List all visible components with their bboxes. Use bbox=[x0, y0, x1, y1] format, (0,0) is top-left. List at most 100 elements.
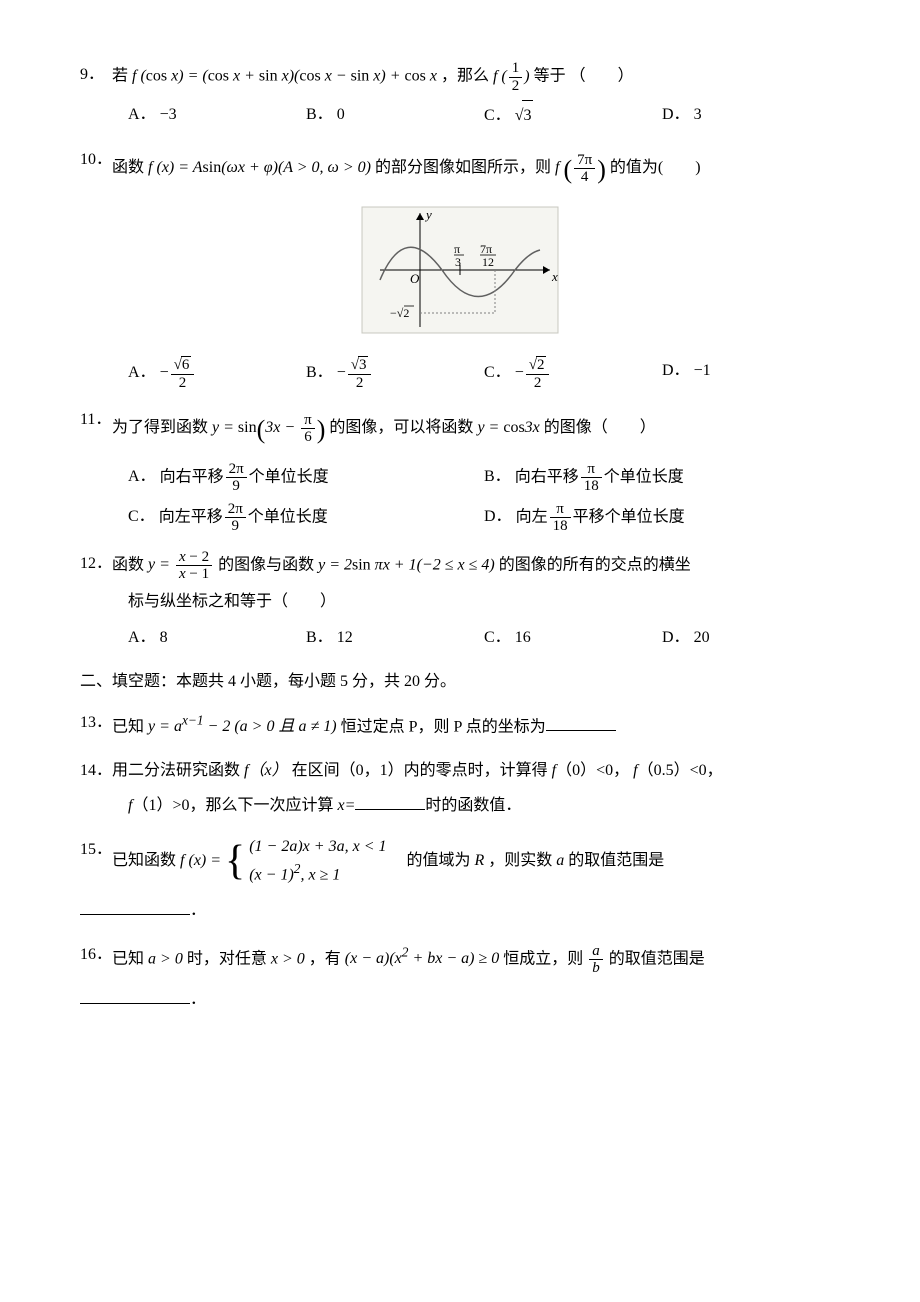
q9-options: A．−3 B．0 C．3 D．3 bbox=[128, 100, 840, 131]
q9-d-val: 3 bbox=[694, 106, 702, 123]
q11-opt-c: C．向左平移2π9个单位长度 bbox=[128, 501, 484, 535]
q10-b-den: 2 bbox=[348, 375, 372, 392]
q16-a-gt-0: a > 0 bbox=[148, 950, 183, 967]
q11-options: A．向右平移2π9个单位长度 B．向右平移π18个单位长度 C．向左平移2π9个… bbox=[128, 455, 840, 535]
opt-label: D． bbox=[484, 508, 512, 525]
opt-label: B． bbox=[484, 468, 511, 485]
q10-opt-b: B．−32 bbox=[306, 356, 484, 391]
q11-formula-1: y = sin(3x − π6) bbox=[212, 419, 325, 436]
opt-label: C． bbox=[484, 364, 511, 381]
q11-opt-b: B．向右平移π18个单位长度 bbox=[484, 461, 840, 495]
q10-opt-c: C．−22 bbox=[484, 356, 662, 391]
q10-opt-a: A．−62 bbox=[128, 356, 306, 391]
sine-graph-icon: O x y π 3 7π 12 −√2 bbox=[360, 205, 560, 335]
q9-text-1: 若 bbox=[112, 68, 132, 85]
q12-stem: 12． 函数 y = x − 2x − 1 的图像与函数 y = 2sin πx… bbox=[80, 549, 840, 583]
q10-c-rad: 2 bbox=[536, 356, 547, 374]
q9-a-val: −3 bbox=[160, 106, 177, 123]
q10-opt-d: D．−1 bbox=[662, 356, 840, 391]
q9-c-sqrt: 3 bbox=[515, 100, 534, 131]
svg-text:12: 12 bbox=[482, 255, 494, 269]
question-14: 14． 用二分法研究函数 f（x） 在区间（0，1）内的零点时，计算得 f（0）… bbox=[80, 756, 840, 821]
q12-line2: 标与纵坐标之和等于（ ） bbox=[128, 587, 840, 617]
opt-label: D． bbox=[662, 362, 690, 379]
q9-text-2: ，那么 bbox=[441, 68, 493, 85]
q10-c-den: 2 bbox=[526, 375, 550, 392]
q11-d-post: 平移个单位长度 bbox=[573, 508, 685, 525]
q16-stem: 16． 已知 a > 0 时，对任意 x > 0 ，有 (x − a)(x2 +… bbox=[80, 940, 840, 977]
q12-a-val: 8 bbox=[160, 629, 168, 646]
opt-label: B． bbox=[306, 629, 333, 646]
q12-c-val: 16 bbox=[515, 629, 531, 646]
opt-label: A． bbox=[128, 468, 156, 485]
q11-opt-a: A．向右平移2π9个单位长度 bbox=[128, 461, 484, 495]
opt-label-b: B． bbox=[306, 106, 333, 123]
q14-line2: f（1）>0，那么下一次应计算 x=时的函数值． bbox=[128, 791, 840, 821]
q9-c-rad: 3 bbox=[522, 100, 533, 131]
brace-icon: { bbox=[225, 840, 245, 882]
q9-opt-d: D．3 bbox=[662, 100, 840, 131]
opt-label-d: D． bbox=[662, 106, 690, 123]
q15-blank-line: ． bbox=[80, 896, 840, 926]
q13-formula: y = ax−1 − 2 (a > 0 且 a ≠ 1) bbox=[148, 718, 337, 735]
q10-text-2: 的部分图像如图所示，则 bbox=[375, 159, 555, 176]
q14-stem: 14． 用二分法研究函数 f（x） 在区间（0，1）内的零点时，计算得 f（0）… bbox=[80, 756, 840, 786]
q13-text-1: 已知 bbox=[112, 718, 148, 735]
q12-opt-b: B．12 bbox=[306, 623, 484, 653]
q12-body: 函数 y = x − 2x − 1 的图像与函数 y = 2sin πx + 1… bbox=[112, 549, 840, 583]
q10-body: 函数 f (x) = Asin(ωx + φ)(A > 0, ω > 0) 的部… bbox=[112, 145, 840, 194]
q9-opt-b: B．0 bbox=[306, 100, 484, 131]
q12-opt-d: D．20 bbox=[662, 623, 840, 653]
q15-text-3: ，则实数 bbox=[488, 852, 556, 869]
q15-case-2: (x − 1)2, x ≥ 1 bbox=[249, 859, 386, 887]
q11-d-den: 18 bbox=[550, 518, 571, 535]
q14-fx-1: f（x） bbox=[244, 762, 288, 779]
q11-d-num: π bbox=[550, 501, 571, 519]
question-13: 13． 已知 y = ax−1 − 2 (a > 0 且 a ≠ 1) 恒过定点… bbox=[80, 708, 840, 743]
q15-text-1: 已知函数 bbox=[112, 852, 180, 869]
q14-blank bbox=[355, 793, 425, 810]
q13-body: 已知 y = ax−1 − 2 (a > 0 且 a ≠ 1) 恒过定点 P，则… bbox=[112, 708, 840, 743]
opt-label: C． bbox=[484, 629, 511, 646]
q16-text-5: 的取值范围是 bbox=[609, 950, 705, 967]
q11-c-num: 2π bbox=[225, 501, 246, 519]
q13-blank bbox=[546, 714, 616, 731]
q16-ineq: (x − a)(x2 + bx − a) ≥ 0 bbox=[345, 950, 499, 967]
q11-d-pre: 向左 bbox=[516, 508, 548, 525]
q12-text-1: 函数 bbox=[112, 556, 148, 573]
q11-b-num: π bbox=[581, 461, 602, 479]
q12-number: 12． bbox=[80, 549, 112, 579]
q9-formula-1: f (cos x) = (cos x + sin x)(cos x − sin … bbox=[132, 68, 437, 85]
q12-text-3: 的图像的所有的交点的横坐 bbox=[499, 556, 691, 573]
opt-label: C． bbox=[128, 508, 155, 525]
q10-text-1: 函数 bbox=[112, 159, 148, 176]
question-16: 16． 已知 a > 0 时，对任意 x > 0 ，有 (x − a)(x2 +… bbox=[80, 940, 840, 1015]
q14-l2-2: 时的函数值． bbox=[425, 797, 521, 814]
question-10: 10． 函数 f (x) = Asin(ωx + φ)(A > 0, ω > 0… bbox=[80, 145, 840, 391]
q11-stem: 11． 为了得到函数 y = sin(3x − π6) 的图像，可以将函数 y … bbox=[80, 405, 840, 454]
q15-text-4: 的取值范围是 bbox=[568, 852, 664, 869]
svg-text:x: x bbox=[551, 269, 558, 284]
svg-text:O: O bbox=[410, 271, 420, 286]
q16-text-3: ，有 bbox=[309, 950, 345, 967]
q10-a-rad: 6 bbox=[181, 356, 192, 374]
q14-text-4: （0.5）<0， bbox=[638, 762, 723, 779]
q15-case-1: (1 − 2a)x + 3a, x < 1 bbox=[249, 835, 386, 859]
q13-number: 13． bbox=[80, 708, 112, 738]
q12-options: A．8 B．12 C．16 D．20 bbox=[128, 623, 840, 653]
question-15: 15． 已知函数 f (x) = { (1 − 2a)x + 3a, x < 1… bbox=[80, 835, 840, 926]
q11-number: 11． bbox=[80, 405, 112, 435]
q14-text-3: （0）<0， bbox=[556, 762, 629, 779]
q11-opt-d: D．向左π18平移个单位长度 bbox=[484, 501, 840, 535]
q13-text-2: 恒过定点 P，则 P 点的坐标为 bbox=[341, 718, 546, 735]
q9-text-3: 等于 （ ） bbox=[534, 68, 634, 85]
q11-a-post: 个单位长度 bbox=[249, 468, 329, 485]
q13-stem: 13． 已知 y = ax−1 − 2 (a > 0 且 a ≠ 1) 恒过定点… bbox=[80, 708, 840, 743]
q11-b-post: 个单位长度 bbox=[604, 468, 684, 485]
q10-text-3: 的值为( ) bbox=[610, 159, 701, 176]
q14-text-1: 用二分法研究函数 bbox=[112, 762, 244, 779]
svg-text:3: 3 bbox=[455, 255, 461, 269]
q14-number: 14． bbox=[80, 756, 112, 786]
q11-c-den: 9 bbox=[225, 518, 246, 535]
opt-label-a: A． bbox=[128, 106, 156, 123]
